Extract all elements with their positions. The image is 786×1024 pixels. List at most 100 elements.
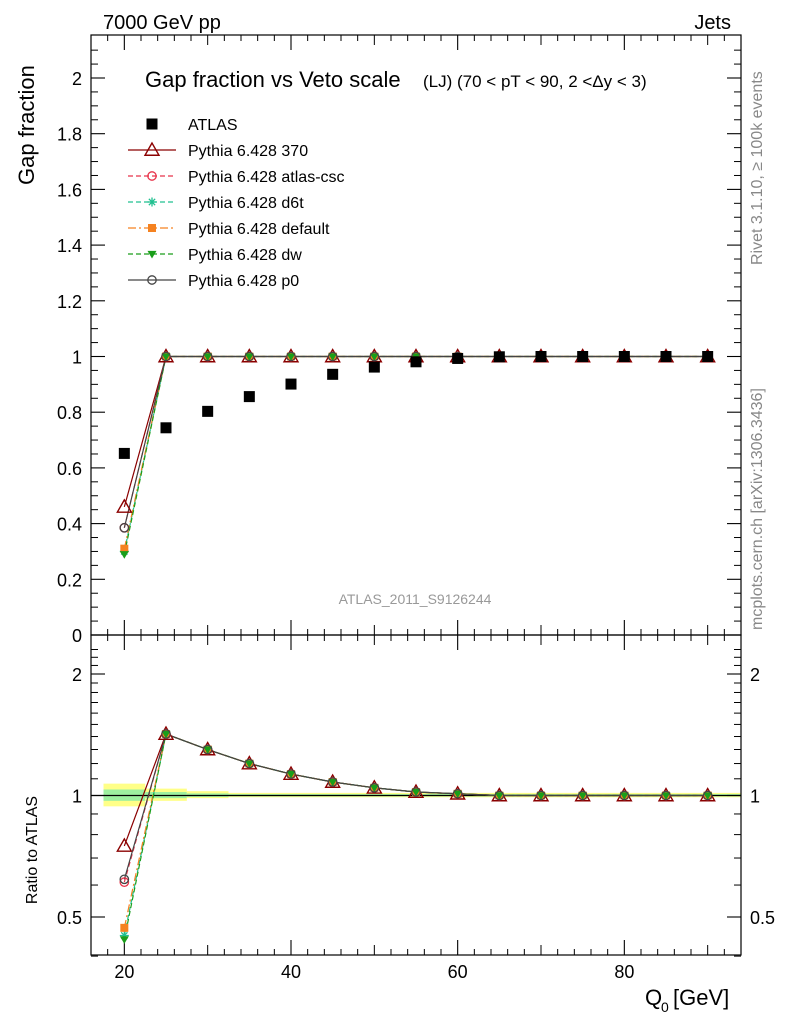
main-mc-point [202, 351, 213, 362]
ratio-panel: 0.5 0.5 1 1 2 2 20 40 60 80 Ratio to ATLAS Q 0 [G… [24, 634, 775, 1015]
ratio-mc-point [328, 778, 338, 787]
ratio-mc-point [661, 792, 671, 800]
main-atlas-point [327, 368, 339, 380]
ratio-mc-point [578, 792, 588, 800]
main-series-line [123, 355, 708, 555]
main-y-tick-label: 1.2 [57, 292, 82, 312]
ratio-mc-point [286, 769, 296, 779]
main-y-tick-label: 0.2 [57, 570, 82, 590]
x-tick-label: 20 [114, 962, 134, 982]
ratio-mc-point [203, 746, 213, 755]
main-mc-point [119, 522, 130, 533]
main-y-tick-label: 1.6 [57, 180, 82, 200]
main-series-group [116, 348, 716, 559]
ratio-mc-point [619, 790, 630, 801]
legend-marker [147, 275, 157, 285]
ratio-mc-point [244, 760, 254, 769]
main-series-line [123, 355, 708, 552]
legend-item: Pythia 6.428 default [128, 221, 330, 238]
x-axis-title-subscript: 0 [661, 999, 669, 1015]
ratio-y-tick-label: 0.5 [57, 908, 82, 928]
main-mc-point [328, 353, 338, 361]
ratio-mc-point [202, 744, 213, 755]
x-tick-label: 40 [281, 962, 301, 982]
main-mc-point [161, 351, 171, 362]
ratio-series-line [123, 733, 708, 940]
legend-label: Pythia 6.428 p0 [188, 273, 299, 290]
main-y-tick-label: 2 [72, 69, 82, 89]
ratio-mc-point [411, 788, 421, 797]
ratio-mc-point [369, 782, 380, 793]
x-axis-title-unit: [GeV] [673, 985, 729, 1010]
ratio-mc-point [453, 790, 463, 799]
ratio-mc-point [161, 729, 171, 739]
legend-label: Pythia 6.428 atlas-csc [188, 169, 345, 186]
main-y-tick-label: 0.6 [57, 459, 82, 479]
legend-label: Pythia 6.428 370 [188, 143, 308, 160]
ratio-mc-point [161, 730, 171, 739]
ratio-mc-point [536, 790, 546, 801]
main-mc-point [161, 353, 171, 361]
main-y-tick-label: 1.4 [57, 236, 82, 256]
legend-label: ATLAS [188, 117, 238, 134]
ratio-mc-point [286, 770, 296, 779]
legend-item: Pythia 6.428 atlas-csc [128, 169, 345, 186]
ratio-mc-point [536, 792, 546, 800]
legend-marker [143, 141, 161, 156]
legend-item: ATLAS [146, 117, 238, 134]
ratio-y-axis-label: Ratio to ATLAS [24, 796, 41, 904]
main-mc-point [119, 551, 129, 559]
legend-item: Pythia 6.428 dw [128, 247, 302, 264]
ratio-series-line [123, 733, 708, 883]
main-mc-point [286, 353, 296, 361]
legend-marker [146, 118, 158, 130]
analysis-tag-label: ATLAS_2011_S9126244 [339, 591, 492, 607]
main-series-line [123, 355, 708, 549]
ratio-mc-point [327, 777, 338, 787]
ratio-mc-point [494, 792, 504, 800]
main-atlas-point [243, 391, 255, 403]
main-y-tick-label: 0 [72, 626, 82, 646]
ratio-series-line [123, 733, 708, 880]
x-axis-title-q: Q [645, 985, 662, 1010]
mcplots-label: mcplots.cern.ch [arXiv:1306.3436] [749, 388, 766, 630]
ratio-y-tick-label: 2 [72, 665, 82, 685]
main-series-line [123, 355, 708, 528]
header-energy-label: 7000 GeV pp [103, 12, 221, 34]
main-y-tick-label: 1 [72, 348, 82, 368]
legend-label: Pythia 6.428 default [188, 221, 330, 238]
legend: ATLAS Pythia 6.428 370 Pythia 6.428 atlas-… [128, 117, 345, 290]
main-atlas-point [452, 352, 464, 364]
main-atlas-point [660, 351, 672, 362]
ratio-mc-point [119, 936, 129, 944]
ratio-mc-point [119, 874, 130, 885]
main-atlas-point [118, 447, 130, 459]
legend-marker [148, 224, 156, 232]
main-mc-point [369, 353, 379, 361]
chart-subtitle: (LJ) (70 < pT < 90, 2 <Δy < 3) [423, 72, 647, 91]
ratio-y-tick-label-right: 1 [750, 787, 760, 807]
legend-item: Pythia 6.428 p0 [128, 273, 299, 290]
main-atlas-point [535, 351, 547, 362]
main-mc-point [244, 353, 254, 361]
ratio-mc-point [369, 784, 379, 793]
ratio-mc-point [452, 788, 463, 799]
main-y-tick-label: 1.8 [57, 125, 82, 145]
legend-label: Pythia 6.428 dw [188, 247, 302, 264]
ratio-mc-point [619, 792, 629, 800]
ratio-mc-point [702, 790, 713, 801]
ratio-axis-ticks: 0.5 0.5 1 1 2 2 20 40 60 80 [57, 635, 775, 982]
main-mc-point [286, 351, 296, 362]
ratio-series-line [123, 733, 708, 936]
ratio-mc-point [577, 790, 588, 801]
main-axis-ticks: 0 0.2 0.4 0.6 0.8 1 1.2 1.4 1.6 1.8 2 [57, 35, 741, 646]
legend-marker [147, 197, 157, 207]
main-atlas-point [493, 351, 505, 363]
ratio-y-tick-label-right: 2 [750, 665, 760, 685]
main-atlas-point [368, 361, 380, 373]
ratio-series-group [116, 725, 716, 944]
rivet-version-label: Rivet 3.1.10, ≥ 100k events [749, 71, 766, 265]
x-axis-title: Q 0 [GeV] [645, 985, 729, 1015]
ratio-y-tick-label: 1 [72, 787, 82, 807]
main-y-tick-label: 0.8 [57, 403, 82, 423]
